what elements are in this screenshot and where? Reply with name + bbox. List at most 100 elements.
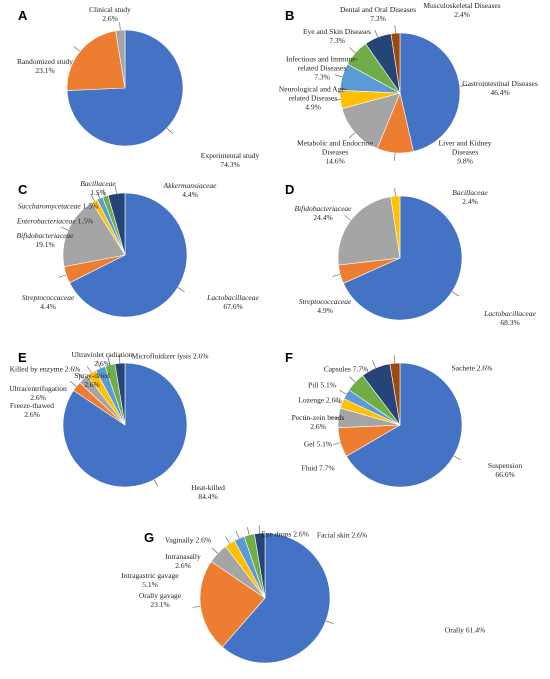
category-name: Dental and Oral Diseases <box>339 5 416 14</box>
percent-label: 1.5% <box>82 201 99 211</box>
percent-label: 4.9% <box>305 102 321 112</box>
slice-label: Facial skin 2.6% <box>317 531 367 540</box>
category-name: Pectin-zein beads <box>291 413 345 422</box>
category-name: Fluid <box>301 463 318 473</box>
leader-line <box>393 355 396 364</box>
slice-label: Infectious and Immune-related Diseases 7.… <box>283 55 361 82</box>
slice-label: Lactobacillaceae 68.3% <box>471 309 549 327</box>
panel-label: D <box>285 182 295 197</box>
category-name: Enterobacteriaceae <box>16 216 76 226</box>
slice-label: Capsules 7.7% <box>324 365 369 374</box>
panel-label: C <box>18 182 28 197</box>
leader-line <box>459 85 468 87</box>
leader-line <box>332 442 341 446</box>
slice-label: Experimental study 74.3% <box>191 151 269 169</box>
slice-label: Bacillaceae 1.5% <box>59 179 137 197</box>
pie-chart <box>66 22 184 147</box>
category-name: Bacillaceae <box>80 179 116 188</box>
slice-label: Dental and Oral Diseases 7.3% <box>339 5 417 23</box>
category-name: Gastrointestinal Diseases <box>462 79 538 88</box>
slice-label: Bacillaceae 2.4% <box>431 188 509 206</box>
percent-label: 2.6% <box>94 359 110 368</box>
leader-line <box>451 291 459 297</box>
percent-label: 66.6% <box>495 470 515 479</box>
category-name: Bifidobacteriaceae <box>16 231 74 240</box>
category-name: Saccharomycetaceae <box>17 201 81 211</box>
pie-slice <box>390 195 401 259</box>
category-name: Heat-killed <box>191 483 225 492</box>
slice-label: Heat-killed 84.4% <box>169 483 247 501</box>
pie-chart <box>332 25 468 161</box>
leader-line <box>246 527 250 536</box>
percent-label: 2.4% <box>462 197 478 206</box>
percent-label: 7.7% <box>319 463 335 473</box>
slice-label: Akkermansiaceae 4.4% <box>151 181 229 199</box>
leader-line <box>374 29 379 38</box>
category-name: Ultraviolet radiation <box>71 350 133 359</box>
percent-label: 2.6% <box>351 530 368 540</box>
category-name: Akkermansiaceae <box>163 181 217 190</box>
slice-label: Orally 61.4% <box>445 626 485 635</box>
category-name: Clinical study <box>89 5 131 14</box>
panel-label: G <box>144 530 155 545</box>
leader-line <box>330 416 339 419</box>
category-name: Intranasally <box>165 552 201 561</box>
pie-slice <box>69 192 188 318</box>
category-name: Eye and Skin Diseases <box>302 27 372 36</box>
percent-label: 2.6% <box>175 561 191 570</box>
percent-label: 4.9% <box>317 306 333 315</box>
category-name: Neurological and Age-related Diseases <box>278 84 348 103</box>
percent-label: 7.3% <box>370 14 386 23</box>
percent-label: 2.6% <box>476 363 493 373</box>
percent-label: 2.6% <box>326 395 342 405</box>
slice-label: Enterobacteriaceae 1.5% <box>17 217 93 226</box>
category-name: Gel <box>303 439 315 449</box>
percent-label: 7.3% <box>314 72 330 82</box>
leader-line <box>394 188 396 197</box>
percent-label: 2.6% <box>192 351 209 361</box>
leader-line <box>118 355 121 364</box>
slice-label: Lactobacillaceae 67.6% <box>194 293 272 311</box>
percent-label: 61.4% <box>465 625 486 635</box>
slice-label: Vaginally 2.6% <box>165 536 211 545</box>
leader-line <box>166 127 173 134</box>
category-name: Lactobacillaceae <box>207 293 259 302</box>
category-name: Ultracentrifugation <box>9 384 67 393</box>
percent-label: 2.6% <box>293 529 309 539</box>
slice-label: Fluid 7.7% <box>301 464 334 473</box>
leader-line <box>73 46 81 52</box>
percent-label: 19.1% <box>35 240 55 249</box>
category-name: Lactobacillaceae <box>484 309 536 318</box>
percent-label: 24.4% <box>313 213 333 222</box>
leader-line <box>86 365 92 374</box>
category-name: Eye drops <box>261 529 292 539</box>
pie-slice <box>343 195 463 321</box>
percent-label: 68.3% <box>500 318 520 327</box>
percent-label: 1.5% <box>90 188 106 197</box>
percent-label: 2.6% <box>102 14 118 23</box>
leader-line <box>394 25 396 34</box>
category-name: Bifidobacteriaceae <box>294 204 352 213</box>
category-name: Freeze-thawed <box>9 401 55 410</box>
leader-line <box>325 620 334 624</box>
leader-line <box>153 479 159 487</box>
category-name: Metabolic and Endocrine Diseases <box>297 138 373 157</box>
category-name: Capsules <box>323 364 351 374</box>
percent-label: 7.7% <box>352 364 369 374</box>
percent-label: 2.6% <box>84 380 100 389</box>
panel-label: A <box>18 8 28 23</box>
leader-line <box>225 536 231 544</box>
slice-label: Freeze-thawed 2.6% <box>0 401 71 419</box>
pie-chart <box>192 525 334 664</box>
percent-label: 5.1% <box>316 439 333 449</box>
slice-label: Streptococcaceae 4.4% <box>9 293 87 311</box>
slice-label: Bifidobacteriaceae 19.1% <box>6 231 84 249</box>
slice-label: Ultracentrifugation 2.6% <box>0 384 77 402</box>
leader-line <box>349 376 356 383</box>
percent-label: 23.1% <box>150 600 170 609</box>
slice-label: Eye drops 2.6% <box>261 530 309 539</box>
category-name: Sachete <box>451 363 475 373</box>
category-name: Suspension <box>487 461 523 470</box>
slice-label: Musculoskeletal Diseases 2.4% <box>423 1 501 19</box>
